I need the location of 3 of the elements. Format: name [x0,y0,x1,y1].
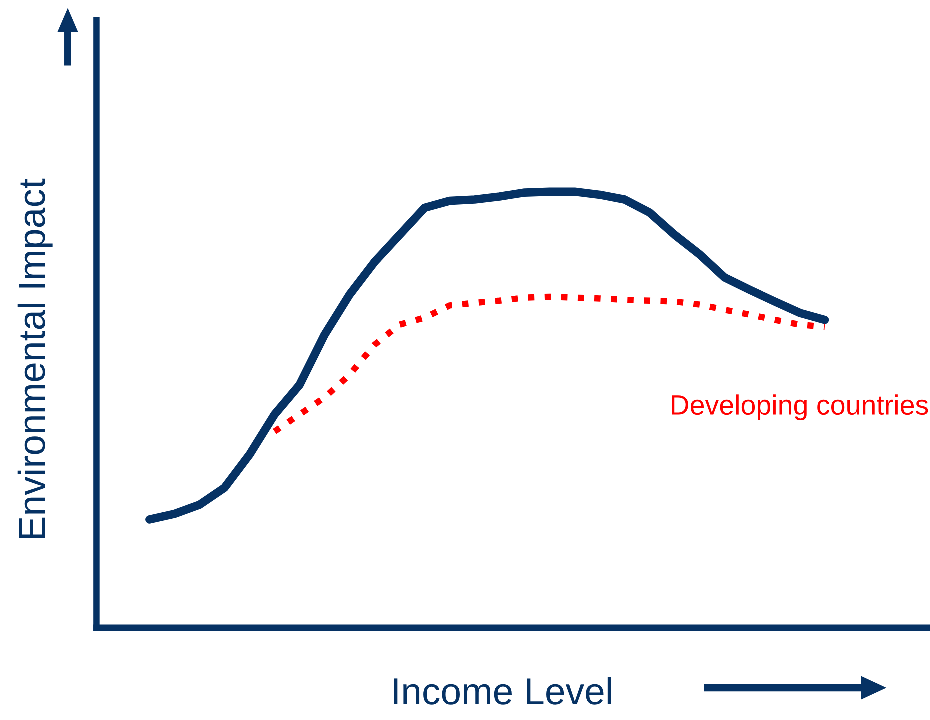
x-axis-title: Income Level [394,677,612,705]
y-axis-title: Environmental Impact [18,178,53,538]
text: Developing countries [672,394,928,421]
